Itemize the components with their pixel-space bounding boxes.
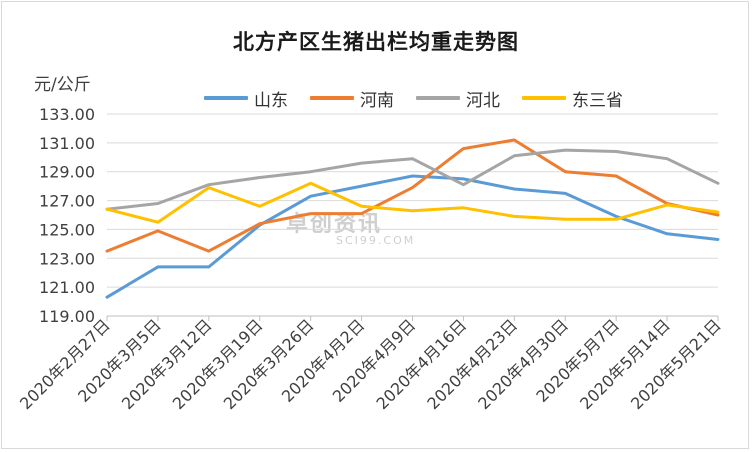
legend-swatch (310, 96, 354, 100)
chart-legend: 山东 河南 河北 东三省 (204, 86, 645, 111)
legend-item: 河北 (416, 86, 500, 111)
legend-swatch (204, 96, 248, 100)
x-tick-label: 2020年4月30日 (474, 315, 572, 413)
series-line-河南 (105, 138, 720, 253)
y-tick-label: 119.00 (39, 307, 95, 326)
legend-item: 东三省 (522, 86, 623, 111)
y-tick-label: 129.00 (39, 163, 95, 182)
series-line-河北 (105, 148, 720, 211)
y-tick-label: 121.00 (39, 278, 95, 297)
y-tick-label: 131.00 (39, 134, 95, 153)
y-tick-label: 125.00 (39, 220, 95, 239)
legend-item: 山东 (204, 86, 288, 111)
x-tick-label: 2020年4月23日 (423, 315, 521, 413)
legend-label: 河南 (360, 90, 394, 111)
legend-label: 河北 (466, 90, 500, 111)
x-tick-label: 2020年5月21日 (627, 315, 725, 413)
watermark-url: SCI99.COM (336, 234, 416, 247)
chart-title: 北方产区生猪出栏均重走势图 (233, 30, 519, 54)
y-tick-label: 127.00 (39, 192, 95, 211)
legend-swatch (522, 96, 566, 100)
legend-swatch (416, 96, 460, 100)
y-tick-label: 123.00 (39, 249, 95, 268)
x-tick-label: 2020年5月14日 (576, 315, 674, 413)
y-tick-label: 133.00 (39, 105, 95, 124)
x-tick-label: 2020年3月26日 (220, 315, 318, 413)
legend-item: 河南 (310, 86, 394, 111)
x-tick-label: 2020年2月27日 (16, 315, 114, 413)
x-tick-label: 2020年4月16日 (372, 315, 470, 413)
x-tick-label: 2020年3月19日 (169, 315, 267, 413)
legend-label: 东三省 (572, 90, 623, 111)
legend-label: 山东 (254, 90, 288, 111)
series-line-东三省 (105, 181, 720, 224)
x-tick-label: 2020年3月12日 (118, 315, 216, 413)
series-line-山东 (105, 174, 720, 299)
y-axis-unit-label: 元/公斤 (34, 75, 91, 95)
